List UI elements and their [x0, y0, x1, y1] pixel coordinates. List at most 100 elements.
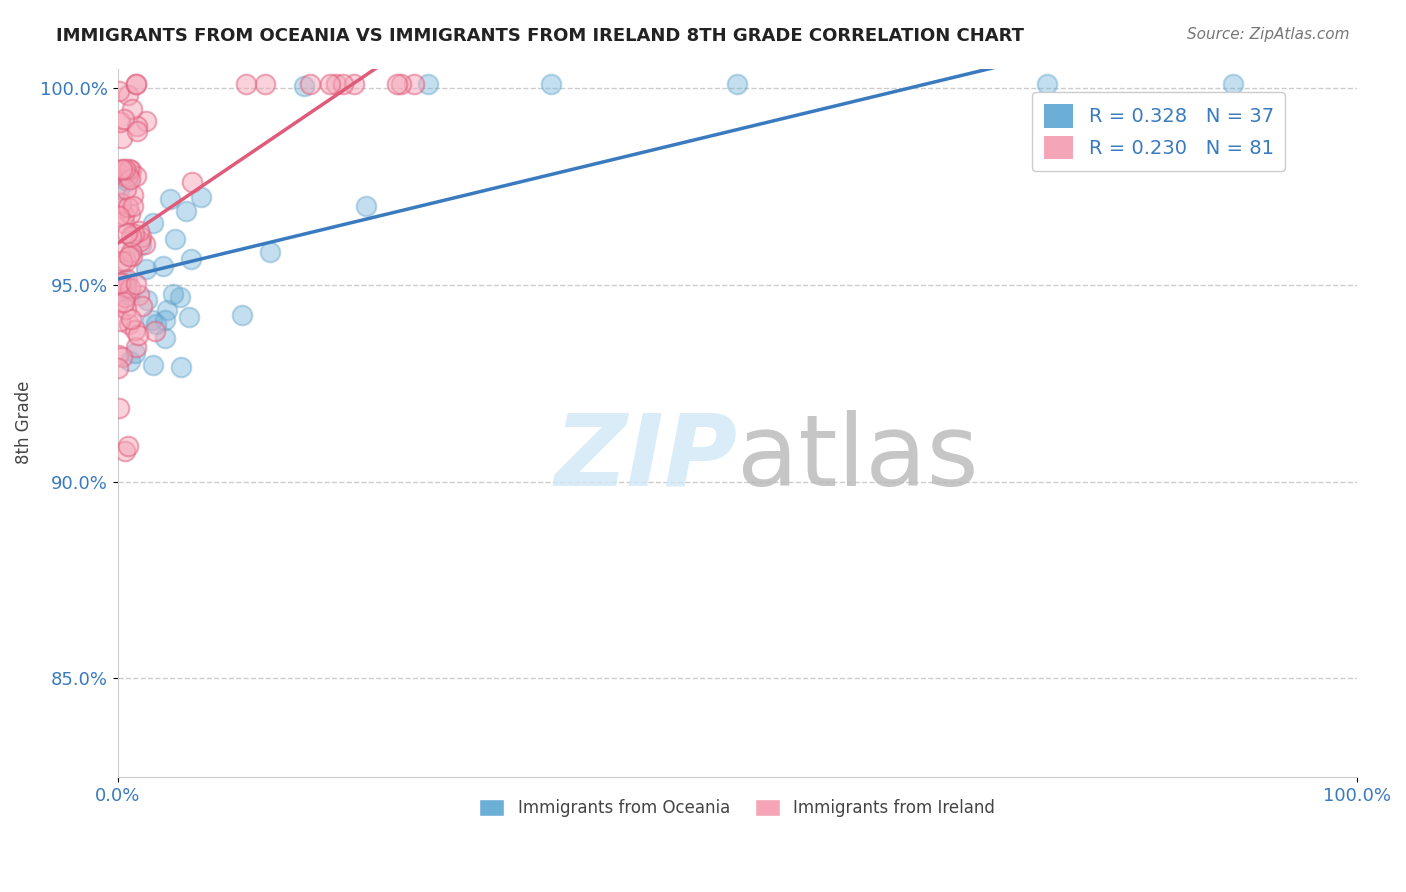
- Point: [180, 252, 202, 266]
- Y-axis label: 8th Grade: 8th Grade: [15, 381, 32, 465]
- Text: Source: ZipAtlas.com: Source: ZipAtlas.com: [1187, 27, 1350, 42]
- Point: [121, 249, 143, 263]
- Point: [108, 314, 131, 328]
- Point: [118, 162, 141, 177]
- Point: [114, 290, 136, 304]
- Point: [108, 115, 131, 129]
- Point: [111, 286, 134, 301]
- Point: [108, 401, 131, 415]
- Point: [135, 293, 157, 307]
- Point: [115, 272, 138, 286]
- Point: [110, 196, 132, 211]
- Point: [343, 77, 366, 91]
- Point: [115, 174, 138, 188]
- Point: [110, 201, 132, 215]
- Point: [155, 331, 177, 345]
- Point: [131, 300, 153, 314]
- Point: [110, 244, 132, 259]
- Point: [152, 260, 174, 274]
- Point: [156, 303, 179, 318]
- Point: [112, 208, 135, 222]
- Point: [127, 328, 149, 343]
- Point: [332, 77, 354, 91]
- Point: [120, 244, 142, 259]
- Point: [1222, 77, 1244, 91]
- Point: [389, 77, 412, 91]
- Point: [129, 230, 152, 244]
- Point: [108, 184, 131, 198]
- Point: [180, 175, 202, 189]
- Point: [125, 340, 148, 354]
- Point: [122, 199, 145, 213]
- Point: [125, 77, 148, 91]
- Point: [125, 124, 148, 138]
- Text: IMMIGRANTS FROM OCEANIA VS IMMIGRANTS FROM IRELAND 8TH GRADE CORRELATION CHART: IMMIGRANTS FROM OCEANIA VS IMMIGRANTS FR…: [56, 27, 1024, 45]
- Point: [163, 232, 186, 246]
- Point: [121, 102, 143, 116]
- Point: [162, 287, 184, 301]
- Point: [1036, 77, 1059, 91]
- Point: [122, 188, 145, 202]
- Point: [120, 163, 142, 178]
- Point: [117, 288, 139, 302]
- Point: [325, 77, 347, 91]
- Point: [112, 294, 135, 309]
- Point: [141, 313, 163, 327]
- Point: [142, 358, 165, 372]
- Point: [117, 87, 139, 102]
- Point: [122, 227, 145, 242]
- Point: [114, 444, 136, 458]
- Point: [107, 209, 129, 223]
- Point: [125, 169, 148, 184]
- Point: [170, 360, 193, 375]
- Point: [120, 354, 142, 368]
- Point: [124, 345, 146, 359]
- Point: [174, 204, 197, 219]
- Point: [177, 310, 200, 324]
- Text: ZIP: ZIP: [554, 409, 737, 507]
- Point: [108, 276, 131, 290]
- Point: [107, 296, 129, 310]
- Point: [110, 276, 132, 290]
- Point: [387, 77, 409, 91]
- Point: [125, 119, 148, 133]
- Point: [292, 78, 315, 93]
- Point: [128, 287, 150, 301]
- Point: [107, 348, 129, 362]
- Point: [153, 313, 176, 327]
- Point: [125, 77, 148, 91]
- Point: [725, 77, 748, 91]
- Legend: Immigrants from Oceania, Immigrants from Ireland: Immigrants from Oceania, Immigrants from…: [471, 790, 1004, 825]
- Point: [129, 234, 152, 248]
- Point: [416, 77, 439, 91]
- Point: [231, 309, 253, 323]
- Point: [107, 361, 129, 376]
- Point: [120, 311, 142, 326]
- Point: [115, 254, 138, 268]
- Point: [143, 324, 166, 338]
- Point: [259, 244, 281, 259]
- Point: [118, 281, 141, 295]
- Point: [135, 114, 157, 128]
- Point: [114, 273, 136, 287]
- Point: [299, 77, 322, 91]
- Point: [118, 249, 141, 263]
- Point: [118, 317, 141, 331]
- Point: [145, 317, 167, 331]
- Point: [159, 192, 181, 206]
- Point: [540, 77, 562, 91]
- Point: [111, 162, 134, 177]
- Point: [142, 216, 165, 230]
- Point: [118, 207, 141, 221]
- Point: [110, 131, 132, 145]
- Point: [112, 215, 135, 229]
- Point: [111, 169, 134, 183]
- Point: [129, 238, 152, 252]
- Point: [110, 351, 132, 365]
- Point: [235, 77, 257, 91]
- Point: [115, 163, 138, 178]
- Point: [111, 254, 134, 268]
- Point: [115, 302, 138, 317]
- Point: [108, 170, 131, 185]
- Point: [118, 172, 141, 186]
